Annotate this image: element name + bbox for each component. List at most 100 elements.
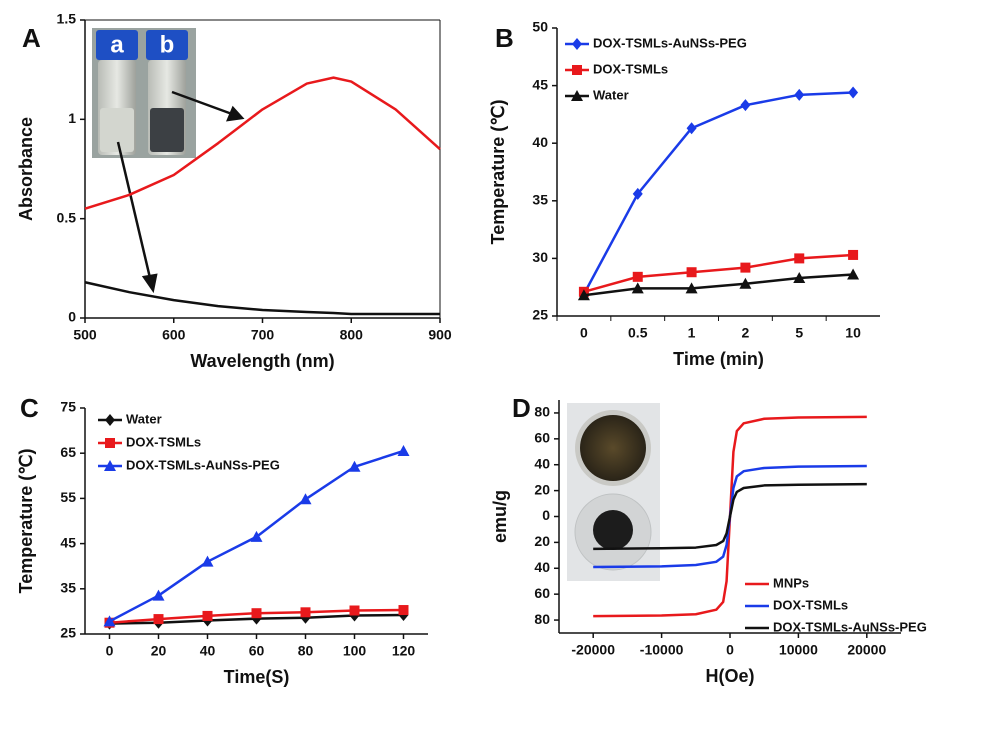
y-tick-label: 25 (532, 307, 548, 323)
x-tick-label: 80 (298, 643, 314, 659)
panel-label: B (495, 23, 514, 53)
marker (348, 460, 361, 472)
vial-label: b (160, 31, 175, 58)
y-tick-label: 1.5 (57, 11, 77, 27)
legend-label: Water (593, 87, 629, 102)
marker (153, 614, 164, 625)
x-tick-label: 40 (200, 643, 216, 659)
marker (848, 249, 859, 260)
y-tick-label: 0 (542, 507, 550, 523)
x-axis-label: Wavelength (nm) (190, 351, 334, 371)
legend-label: Water (126, 411, 162, 426)
x-tick-label: 0.5 (628, 325, 648, 341)
arrows (116, 90, 245, 294)
y-tick-label: 80 (534, 404, 550, 420)
series-line (583, 273, 854, 297)
y-tick-label: 80 (534, 611, 550, 627)
legend-label: DOX-TSMLs-AuNSs-PEG (593, 35, 747, 50)
marker (794, 88, 805, 101)
x-tick-label: 1 (688, 325, 696, 341)
marker (740, 262, 751, 273)
panel-label: C (20, 393, 39, 423)
legend-marker (104, 460, 116, 471)
x-tick-label: 600 (162, 327, 186, 343)
y-tick-label: 60 (534, 585, 550, 601)
series-line (84, 281, 440, 316)
x-tick-label: 0 (106, 643, 114, 659)
y-tick-label: 20 (534, 481, 550, 497)
marker (685, 282, 698, 294)
marker (300, 607, 311, 618)
legend-label: DOX-TSMLs-AuNSs-PEG (126, 457, 280, 472)
y-axis-label: Temperature (℃) (16, 449, 36, 594)
marker (686, 267, 697, 278)
legend-label: MNPs (773, 575, 809, 590)
y-tick-label: 65 (60, 444, 76, 460)
marker (250, 530, 263, 542)
x-tick-label: 20 (151, 643, 167, 659)
legend-label: DOX-TSMLs-AuNSs-PEG (773, 619, 927, 634)
y-tick-label: 60 (534, 430, 550, 446)
marker (632, 271, 643, 282)
x-tick-label: -20000 (571, 642, 615, 658)
y-tick-label: 25 (60, 625, 76, 641)
series-line (84, 76, 441, 210)
series-line (582, 91, 854, 295)
x-axis-label: Time (min) (673, 349, 764, 369)
y-axis-label: Absorbance (16, 117, 36, 221)
marker (686, 122, 697, 135)
marker (201, 555, 214, 567)
marker (794, 253, 805, 264)
marker (577, 289, 590, 301)
plate-photo (567, 403, 660, 581)
x-tick-label: 0 (580, 325, 588, 341)
legend-label: DOX-TSMLs (126, 434, 201, 449)
y-tick-label: 20 (534, 533, 550, 549)
y-axis-label: emu/g (490, 490, 510, 543)
y-tick-label: 50 (532, 19, 548, 35)
legend-label: DOX-TSMLs (593, 61, 668, 76)
legend-marker (105, 438, 115, 448)
y-tick-label: 55 (60, 489, 76, 505)
marker (739, 277, 752, 289)
marker (740, 99, 751, 112)
x-tick-label: 5 (795, 325, 803, 341)
legend-marker (571, 90, 583, 101)
marker (631, 282, 644, 294)
vial-label: a (110, 31, 124, 58)
y-tick-label: 40 (532, 134, 548, 150)
legend-label: DOX-TSMLs (773, 597, 848, 612)
series-line (583, 253, 854, 294)
x-tick-label: 500 (73, 327, 97, 343)
y-tick-label: 40 (534, 455, 550, 471)
x-tick-label: 10000 (779, 642, 818, 658)
y-tick-label: 1 (68, 110, 76, 126)
x-tick-label: 10 (845, 325, 861, 341)
y-tick-label: 40 (534, 559, 550, 575)
marker (251, 608, 262, 619)
vial-photo (92, 28, 196, 158)
y-tick-label: 45 (532, 76, 548, 92)
y-tick-label: 35 (532, 192, 548, 208)
marker (848, 86, 859, 99)
marker (398, 605, 409, 616)
y-tick-label: 30 (532, 249, 548, 265)
x-tick-label: 60 (249, 643, 265, 659)
legend-marker (105, 414, 115, 426)
marker (103, 615, 116, 627)
marker (349, 605, 360, 616)
x-tick-label: 100 (343, 643, 367, 659)
y-axis-label: Temperature (℃) (488, 100, 508, 245)
x-tick-label: 800 (340, 327, 364, 343)
x-tick-label: 0 (726, 642, 734, 658)
marker (847, 268, 860, 280)
marker (299, 493, 312, 505)
y-tick-label: 0.5 (57, 209, 77, 225)
panel-label: A (22, 23, 41, 53)
x-axis-label: H(Oe) (706, 666, 755, 686)
x-tick-label: 2 (742, 325, 750, 341)
x-tick-label: 700 (251, 327, 275, 343)
x-tick-label: -10000 (640, 642, 684, 658)
